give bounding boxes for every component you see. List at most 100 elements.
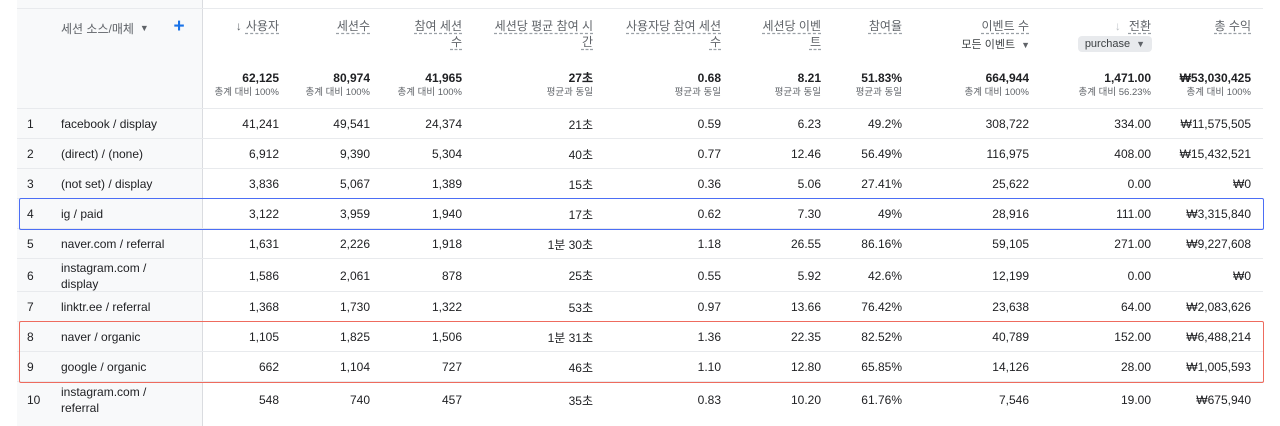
row-divider	[17, 108, 1263, 109]
table-row[interactable]: 9 google / organic 662 1,104 727 46초 1.10 12.80…	[17, 352, 1263, 382]
dimension-text: (not set) / display	[61, 177, 153, 191]
cell-engagement-rate: 65.85%	[861, 360, 902, 374]
row-dimension-value[interactable]: ig / paid	[61, 199, 201, 229]
column-header-label: 총 수익	[1214, 19, 1251, 33]
table-row[interactable]: 1 facebook / display 41,241 49,541 24,374 21초…	[17, 109, 1263, 139]
column-header-line: ↓ 전환	[1041, 18, 1151, 34]
table-row[interactable]: 3 (not set) / display 3,836 5,067 1,389 15초 0.…	[17, 169, 1263, 199]
row-dimension-value[interactable]: instagram.com / referral	[61, 382, 201, 418]
row-dimension-value[interactable]: naver / organic	[61, 322, 201, 352]
conversion-event-label: purchase	[1084, 38, 1131, 50]
total-avg-engagement-time: 27초 평균과 동일	[438, 70, 593, 100]
cell-event-count: 59,105	[992, 237, 1029, 251]
cell-users: 41,241	[242, 117, 279, 131]
column-header-label-2: 수	[709, 35, 721, 49]
row-dimension-value[interactable]: google / organic	[61, 352, 201, 382]
cell-engaged-sessions-per-user: 0.36	[697, 177, 721, 191]
cell-sessions: 1,104	[339, 360, 370, 374]
cell-engagement-rate: 49.2%	[867, 117, 902, 131]
column-header-total-revenue[interactable]: 총 수익	[1151, 18, 1251, 34]
column-header-sessions[interactable]: 세션수	[290, 18, 370, 34]
row-divider	[17, 138, 1263, 139]
column-header-engaged-sessions-per-user[interactable]: 사용자당 참여 세션 수	[601, 18, 721, 50]
column-header-line: ↓ 사용자	[199, 18, 279, 34]
total-value: 8.21	[797, 71, 821, 85]
table-row[interactable]: 5 naver.com / referral 1,631 2,226 1,918 1분 3…	[17, 229, 1263, 259]
table-row[interactable]: 2 (direct) / (none) 6,912 9,390 5,304 40초 0.77…	[17, 139, 1263, 169]
cell-users: 1,586	[248, 268, 279, 283]
cell-event-count: 7,546	[998, 393, 1029, 407]
column-header-label: 세션수	[336, 19, 370, 33]
total-value: 80,974	[333, 71, 370, 85]
total-value: 41,965	[425, 71, 462, 85]
row-index: 1	[27, 117, 34, 131]
table-row[interactable]: 6 instagram.com / display 1,586 2,061 878 25초 0…	[17, 259, 1263, 292]
dimension-selector[interactable]: 세션 소스/매체 ▼	[61, 20, 149, 36]
dimension-text: linktr.ee / referral	[61, 300, 151, 314]
column-header-label: 세션당 평균 참여 시	[494, 19, 593, 33]
cell-events-per-session: 12.80	[790, 360, 821, 374]
column-header-engagement-rate[interactable]: 참여율	[827, 18, 902, 34]
dimension-text: facebook / display	[61, 117, 158, 131]
cell-engagement-rate: 61.76%	[861, 393, 902, 407]
cell-total-revenue: ₩0	[1233, 177, 1251, 191]
row-index: 6	[27, 268, 34, 283]
add-dimension-button[interactable]: +	[171, 16, 187, 38]
cell-total-revenue: ₩0	[1233, 268, 1251, 283]
row-dimension-value[interactable]: (direct) / (none)	[61, 139, 201, 169]
column-header-label: 참여 세션	[414, 19, 463, 33]
column-header-line: 참여 세션	[377, 18, 463, 34]
cell-avg-engagement-time: 40초	[568, 147, 593, 162]
cell-users: 662	[258, 360, 279, 374]
column-header-line: 사용자당 참여 세션	[601, 18, 721, 34]
row-divider	[17, 291, 1263, 292]
cell-engaged-sessions: 1,322	[431, 300, 462, 314]
chevron-down-icon: ▼	[1021, 40, 1030, 50]
dimension-text: instagram.com /	[61, 385, 147, 399]
event-filter-select[interactable]: 모든 이벤트 ▼	[930, 36, 1030, 52]
cell-users: 3,122	[248, 207, 279, 221]
column-header-users[interactable]: ↓ 사용자	[199, 18, 279, 34]
table-row[interactable]: 4 ig / paid 3,122 3,959 1,940 17초 0.62 7.30 49% 2…	[17, 199, 1263, 229]
cell-conversions: 111.00	[1116, 207, 1151, 221]
total-value: 27초	[568, 71, 593, 85]
table-row[interactable]: 8 naver / organic 1,105 1,825 1,506 1분 31초 1.3…	[17, 322, 1263, 352]
row-dimension-value[interactable]: naver.com / referral	[61, 229, 201, 259]
cell-sessions: 2,061	[339, 268, 370, 283]
cell-avg-engagement-time: 25초	[568, 269, 593, 283]
column-header-engaged-sessions[interactable]: 참여 세션 수	[377, 18, 463, 50]
row-dimension-value[interactable]: (not set) / display	[61, 169, 201, 199]
cell-engagement-rate: 42.6%	[867, 268, 902, 283]
total-subtext: 평균과 동일	[774, 87, 821, 98]
dimension-text: instagram.com /	[61, 260, 147, 275]
row-divider	[17, 168, 1263, 169]
total-value: 0.68	[697, 71, 721, 85]
column-header-label-2: 간	[581, 35, 593, 49]
cell-avg-engagement-time: 46초	[568, 360, 593, 375]
row-dimension-value[interactable]: facebook / display	[61, 109, 201, 139]
row-dimension-value[interactable]: instagram.com / display	[61, 259, 201, 292]
column-header-event-count[interactable]: 이벤트 수	[919, 18, 1030, 34]
total-value: ₩53,030,425	[1179, 71, 1251, 85]
column-header-label: 전환	[1128, 19, 1151, 33]
cell-engaged-sessions-per-user: 0.77	[697, 147, 721, 161]
cell-total-revenue: ₩675,940	[1196, 393, 1251, 407]
cell-engaged-sessions: 878	[441, 268, 462, 283]
cell-total-revenue: ₩3,315,840	[1186, 207, 1251, 221]
conversion-event-select[interactable]: purchase ▼	[1077, 36, 1152, 52]
total-value: 1,471.00	[1104, 71, 1151, 85]
dimension-text: naver / organic	[61, 330, 141, 344]
column-header-conversions[interactable]: ↓ 전환	[1041, 18, 1151, 34]
table-row[interactable]: 7 linktr.ee / referral 1,368 1,730 1,322 53초 0…	[17, 292, 1263, 322]
column-header-events-per-session[interactable]: 세션당 이벤 트	[731, 18, 821, 50]
table-row[interactable]: 10 instagram.com / referral 548 740 457 35초 0.8…	[17, 382, 1263, 418]
conversion-filter-chip[interactable]: purchase ▼	[1060, 34, 1152, 54]
total-engaged-sessions-per-user: 0.68 평균과 동일	[581, 70, 721, 100]
cell-conversions: 64.00	[1120, 300, 1151, 314]
row-dimension-value[interactable]: linktr.ee / referral	[61, 292, 201, 322]
row-index: 5	[27, 237, 34, 251]
cell-conversions: 28.00	[1120, 360, 1151, 374]
total-total-revenue: ₩53,030,425 총계 대비 100%	[1131, 70, 1251, 100]
column-header-label: 이벤트 수	[981, 19, 1030, 33]
